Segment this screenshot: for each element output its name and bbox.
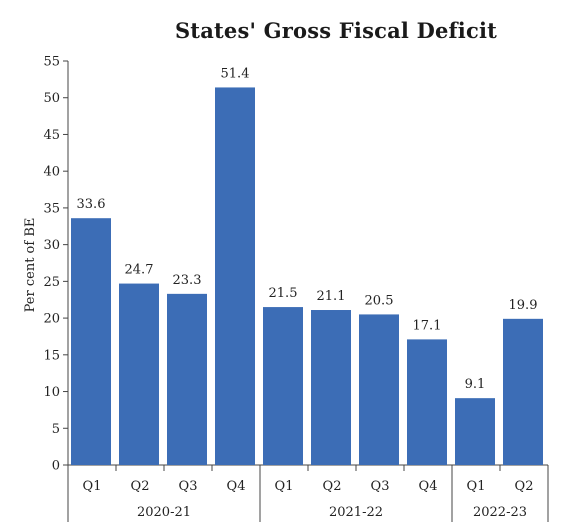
data-label: 51.4 — [221, 66, 250, 81]
x-tick-label: Q1 — [467, 479, 486, 494]
y-tick-label: 10 — [43, 385, 60, 400]
bar — [503, 318, 543, 465]
x-tick-label: Q3 — [179, 479, 198, 494]
bar — [311, 310, 351, 465]
data-label: 9.1 — [465, 377, 486, 392]
y-tick-label: 50 — [43, 91, 60, 106]
bar — [455, 398, 495, 465]
y-tick-label: 15 — [43, 348, 60, 363]
data-label: 19.9 — [509, 298, 538, 313]
bar — [167, 293, 207, 465]
data-label: 23.3 — [173, 273, 202, 288]
y-tick-label: 20 — [43, 312, 60, 327]
bar — [119, 283, 159, 465]
y-tick-label: 35 — [43, 201, 60, 216]
data-label: 21.1 — [317, 289, 346, 304]
chart-title: States' Gross Fiscal Deficit — [174, 18, 498, 43]
x-tick-label: Q2 — [515, 479, 534, 494]
bar — [215, 87, 255, 465]
x-tick-label: Q3 — [371, 479, 390, 494]
y-tick-label: 40 — [43, 165, 60, 180]
y-axis-title: Per cent of BE — [23, 218, 38, 313]
group-label: 2022-23 — [473, 505, 527, 520]
x-tick-label: Q1 — [83, 479, 102, 494]
x-tick-label: Q4 — [419, 479, 438, 494]
y-tick-label: 5 — [52, 422, 60, 437]
x-tick-label: Q2 — [131, 479, 150, 494]
data-label: 17.1 — [413, 318, 442, 333]
bar — [359, 314, 399, 465]
y-tick-label: 45 — [43, 128, 60, 143]
x-tick-label: Q1 — [275, 479, 294, 494]
y-tick-label: 25 — [43, 275, 60, 290]
group-label: 2021-22 — [329, 505, 383, 520]
y-tick-label: 55 — [43, 55, 60, 70]
bar — [263, 307, 303, 465]
x-tick-label: Q2 — [323, 479, 342, 494]
bar — [407, 339, 447, 465]
data-label: 20.5 — [365, 293, 394, 308]
data-label: 24.7 — [125, 263, 154, 278]
data-label: 33.6 — [77, 197, 106, 212]
data-label: 21.5 — [269, 286, 298, 301]
group-label: 2020-21 — [137, 505, 191, 520]
y-tick-label: 0 — [52, 459, 60, 474]
y-tick-label: 30 — [43, 238, 60, 253]
x-tick-label: Q4 — [227, 479, 246, 494]
bar — [71, 218, 111, 465]
